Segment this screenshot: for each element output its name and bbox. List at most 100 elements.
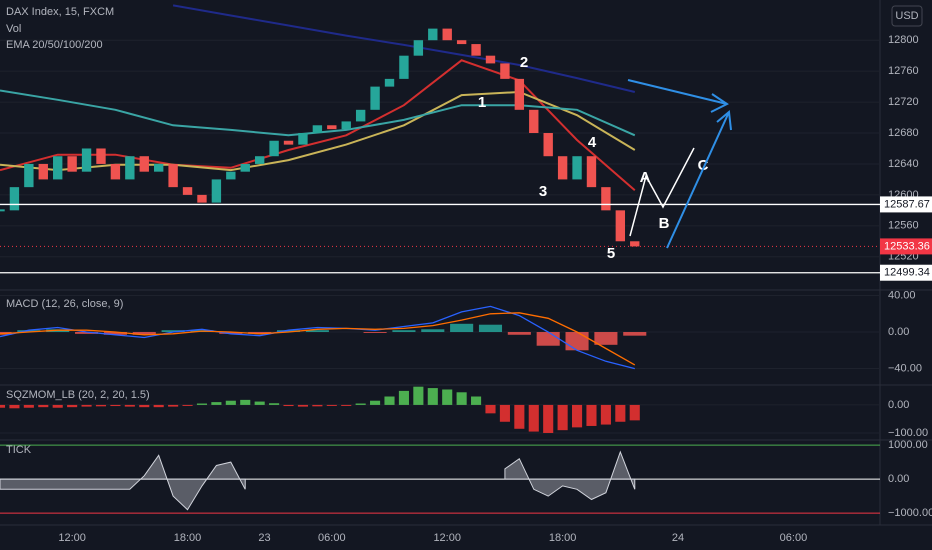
momentum-bar: [543, 404, 554, 433]
x-tick-label: 18:00: [174, 532, 202, 544]
momentum-bar: [600, 404, 611, 425]
x-tick-label: 24: [672, 532, 684, 544]
histogram-bar: [132, 332, 156, 335]
candle: [442, 28, 452, 41]
momentum-bar: [312, 404, 323, 407]
momentum-bar: [124, 404, 135, 407]
momentum-bar: [615, 404, 626, 422]
momentum-bar: [456, 392, 467, 405]
candle: [384, 78, 395, 87]
candle: [413, 40, 424, 56]
candle: [254, 156, 265, 164]
x-tick-label: 06:00: [780, 532, 808, 544]
histogram-bar: [421, 329, 445, 333]
candle: [572, 156, 582, 180]
candle: [283, 140, 294, 145]
candle: [182, 187, 193, 195]
wave-label: 1: [478, 94, 486, 111]
y-tick-label: 1000.00: [888, 439, 928, 451]
volume-label: Vol: [6, 23, 21, 35]
momentum-bar: [67, 404, 78, 408]
y-tick-label: 0.00: [888, 326, 909, 338]
price-label-box: [880, 264, 932, 281]
momentum-bar: [81, 404, 92, 407]
momentum-bar: [485, 404, 496, 414]
candle: [355, 109, 366, 122]
momentum-bar: [413, 386, 424, 405]
candle: [211, 179, 222, 203]
momentum-bar: [196, 403, 208, 405]
candle: [601, 187, 611, 211]
momentum-bar: [38, 404, 49, 408]
y-tick-label: −1000.00: [888, 507, 932, 519]
momentum-bar: [442, 389, 453, 405]
momentum-bar: [341, 404, 352, 406]
momentum-bar: [427, 388, 438, 405]
candle: [298, 133, 308, 145]
candle: [630, 241, 640, 247]
candle: [370, 86, 380, 110]
macd-line: [0, 312, 636, 366]
wave-label: C: [698, 157, 709, 174]
histogram-bar: [17, 330, 41, 333]
x-tick-label: 12:00: [58, 532, 86, 544]
histogram-bar: [103, 332, 127, 335]
plot: 1252012560126001264012680127201276012800…: [0, 4, 932, 544]
momentum-bar: [471, 396, 482, 405]
candle: [197, 194, 207, 203]
candle: [543, 133, 553, 157]
ema-line: [0, 90, 636, 172]
macd-line: [0, 305, 635, 370]
momentum-bar: [297, 404, 308, 407]
price-label-box: [880, 238, 932, 255]
momentum-bar: [499, 404, 510, 422]
histogram-bar: [363, 332, 387, 333]
momentum-bar: [0, 404, 6, 408]
y-tick-label: 0.00: [888, 399, 909, 411]
momentum-bar: [9, 404, 20, 409]
candle: [514, 78, 525, 110]
candle: [226, 171, 236, 180]
candle: [471, 44, 481, 56]
momentum-bar: [355, 403, 366, 405]
currency: USD: [895, 10, 918, 22]
momentum-bar: [557, 404, 568, 431]
momentum-bar: [528, 404, 539, 432]
candle: [168, 163, 178, 188]
histogram-bar: [478, 324, 503, 333]
candle: [341, 121, 351, 130]
momentum-bar: [95, 404, 107, 407]
wave-label: 3: [539, 183, 547, 200]
histogram-bar: [161, 330, 185, 333]
candle: [67, 156, 77, 172]
candle: [327, 125, 337, 130]
candle: [96, 148, 106, 164]
candle: [81, 148, 92, 172]
currency-box: [891, 5, 923, 27]
momentum-bar: [110, 404, 121, 407]
momentum-bar: [168, 404, 179, 407]
price-label: 12499.34: [884, 267, 930, 279]
candle: [154, 163, 164, 172]
tick-title: TICK: [6, 444, 32, 456]
momentum-bar: [139, 404, 150, 408]
y-tick-label: 40.00: [888, 289, 916, 301]
drawings: [627, 79, 732, 249]
histogram-bar: [276, 330, 301, 333]
histogram-bar: [219, 332, 243, 334]
candle: [529, 109, 539, 134]
momentum-bar: [153, 404, 164, 408]
x-tick-label: 06:00: [318, 532, 346, 544]
y-tick-label: 12720: [888, 96, 919, 108]
histogram-bar: [248, 332, 272, 334]
histogram-bar: [305, 330, 329, 333]
momentum-bar: [283, 404, 294, 407]
y-tick-label: 12800: [888, 34, 919, 46]
x-tick-label: 18:00: [549, 532, 577, 544]
histogram-bar: [450, 323, 474, 333]
candle: [125, 156, 135, 180]
candle: [615, 210, 626, 242]
y-tick-label: 12560: [888, 220, 919, 232]
